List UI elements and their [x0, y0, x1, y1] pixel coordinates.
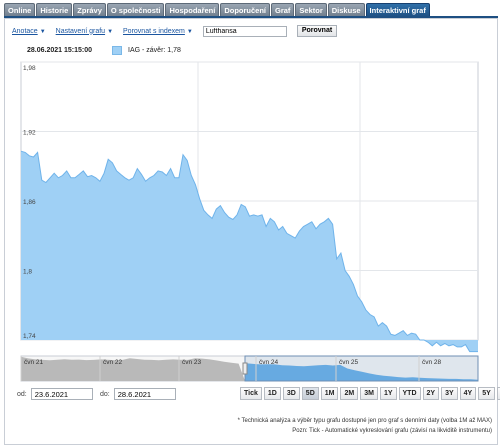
legend-datetime: 28.06.2021 15:15:00	[27, 46, 92, 54]
compare-input[interactable]	[202, 25, 287, 37]
period-button-1m[interactable]: 1M	[320, 387, 339, 400]
period-button-2y[interactable]: 2Y	[422, 387, 440, 400]
tab-0[interactable]: Online	[4, 3, 36, 17]
series-swatch	[112, 45, 122, 55]
series-line	[20, 150, 478, 353]
y-tick-label: 1,98	[23, 65, 36, 72]
tab-3[interactable]: O společnosti	[106, 3, 165, 17]
annotations-menu[interactable]: Anotace ▼	[12, 28, 46, 35]
series-label: IAG - závěr: 1,78	[128, 46, 181, 54]
navigator-handle	[242, 362, 248, 375]
tab-1[interactable]: Historie	[36, 3, 73, 17]
navigator-selection	[244, 355, 479, 382]
footnote-1: * Technická analýza a výběr typu grafu d…	[237, 418, 492, 424]
chart-toolbar: Anotace ▼ Nastavení grafu ▼ Porovnat s ind…	[12, 25, 338, 37]
period-button-4y[interactable]: 4Y	[459, 387, 477, 400]
period-button-5y[interactable]: 5Y	[478, 387, 495, 400]
tab-2[interactable]: Zprávy	[73, 3, 106, 17]
tab-8[interactable]: Diskuse	[327, 3, 365, 17]
navigator-label: čvn 25	[339, 359, 359, 366]
period-button-3d[interactable]: 3D	[282, 387, 300, 400]
y-tick-label: 1,74	[23, 333, 36, 340]
period-button-max[interactable]: Max	[496, 387, 500, 400]
range-to-input[interactable]	[113, 388, 176, 400]
range-from-input[interactable]	[30, 388, 93, 400]
period-button-tick[interactable]: Tick	[240, 387, 262, 400]
tab-bar: Online Historie Zprávy O společnosti Hospoda…	[4, 3, 430, 17]
range-to: do:	[100, 388, 176, 400]
navigator-label: čvn 24	[259, 359, 279, 366]
chevron-down-icon: ▼	[186, 28, 193, 35]
compare-index-link[interactable]: Porovnat s indexem	[123, 27, 185, 35]
range-from: od:	[17, 388, 93, 400]
period-buttons: Tick1D3D5D1M2M3M1YYTD2Y3Y4Y5YMax	[240, 387, 500, 400]
annotations-link[interactable]: Anotace	[12, 27, 38, 35]
tab-7[interactable]: Sektor	[295, 3, 327, 17]
y-tick-label: 1,86	[23, 199, 36, 206]
tab-underline	[4, 16, 498, 18]
period-button-1y[interactable]: 1Y	[379, 387, 397, 400]
chart-settings-link[interactable]: Nastavení grafu	[55, 27, 106, 35]
period-button-1d[interactable]: 1D	[263, 387, 281, 400]
tab-4[interactable]: Hospodaření	[165, 3, 220, 17]
range-from-label: od:	[17, 390, 27, 398]
navigator-label: čvn 22	[103, 359, 123, 366]
navigator-area-selected	[245, 363, 478, 381]
chart-settings-menu[interactable]: Nastavení grafu ▼	[56, 28, 113, 35]
navigator-label: čvn 21	[24, 359, 44, 366]
navigator-label: čvn 23	[182, 359, 202, 366]
chart-legend: 28.06.2021 15:15:00 IAG - závěr: 1,78	[27, 45, 181, 55]
period-button-3m[interactable]: 3M	[360, 387, 378, 400]
compare-button[interactable]: Porovnat	[296, 25, 338, 37]
period-button-5d[interactable]: 5D	[301, 387, 319, 400]
period-button-ytd[interactable]: YTD	[398, 387, 421, 400]
chevron-down-icon: ▼	[107, 28, 114, 35]
period-button-3y[interactable]: 3Y	[441, 387, 458, 400]
chart-panel	[4, 18, 498, 445]
footnote-2: Pozn: Tick - Automatické vykreslování gr…	[292, 428, 492, 434]
compare-index-menu[interactable]: Porovnat s indexem ▼	[123, 28, 193, 35]
tab-5[interactable]: Doporučení	[220, 3, 270, 17]
series-area	[21, 151, 478, 352]
navigator-label: čvn 28	[422, 359, 442, 366]
tab-9[interactable]: Interaktivní graf	[365, 3, 430, 17]
period-button-2m[interactable]: 2M	[340, 387, 359, 400]
chevron-down-icon: ▼	[39, 28, 46, 35]
navigator-area-inactive	[21, 356, 245, 381]
tab-6[interactable]: Graf	[271, 3, 295, 17]
y-tick-label: 1,92	[23, 130, 36, 137]
y-tick-label: 1,8	[23, 269, 32, 276]
range-to-label: do:	[100, 390, 110, 398]
